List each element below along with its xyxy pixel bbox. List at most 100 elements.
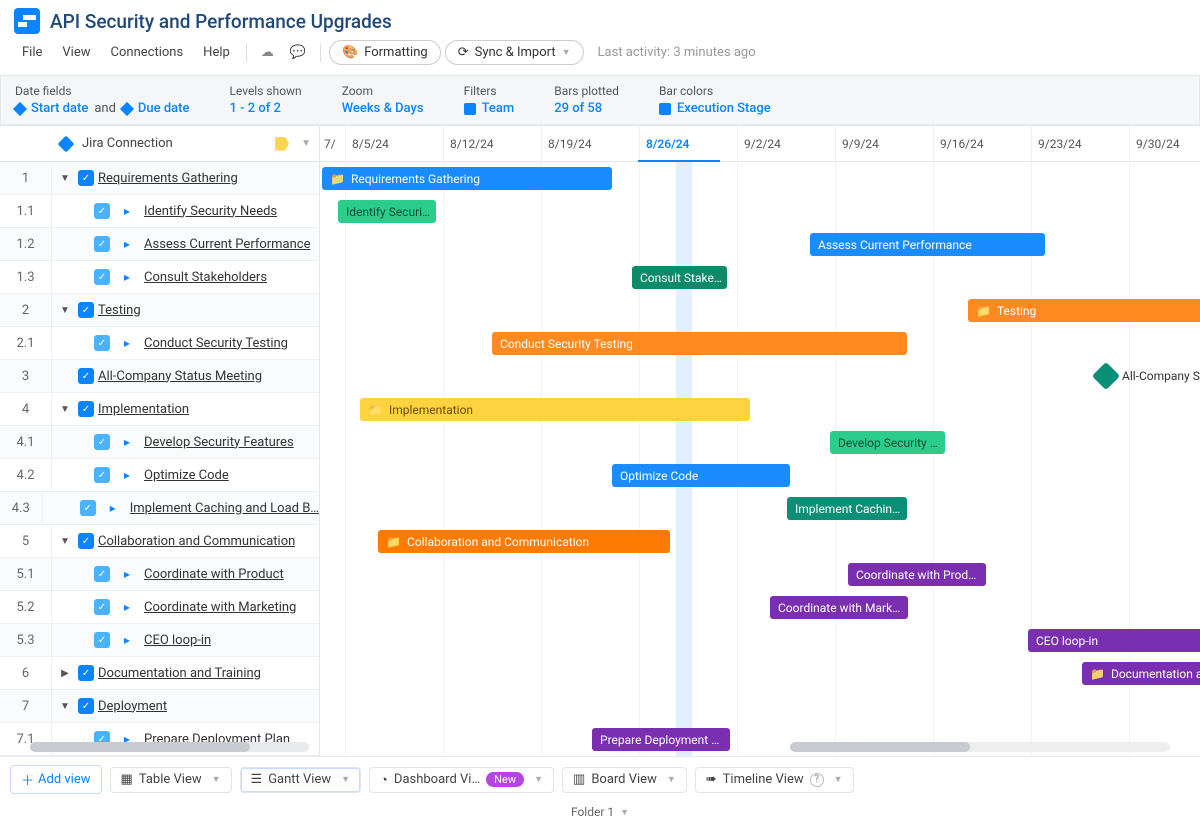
app-logo[interactable] [14, 8, 40, 34]
view-tab-dashboard-vi-[interactable]: ◔Dashboard Vi…New▼ [369, 767, 554, 793]
task-label[interactable]: Optimize Code [144, 468, 229, 483]
task-label[interactable]: Consult Stakeholders [144, 270, 267, 285]
menu-connections[interactable]: Connections [103, 41, 192, 64]
gantt-bar[interactable]: Conduct Security Testing [492, 332, 907, 355]
gantt-bar[interactable]: Assess Current Performance [810, 233, 1045, 256]
task-row[interactable]: 7▼✓Deployment [0, 690, 319, 723]
menu-view[interactable]: View [54, 41, 98, 64]
checkbox-icon[interactable]: ✓ [78, 302, 94, 318]
checkbox-icon[interactable]: ✓ [78, 698, 94, 714]
task-row[interactable]: 1.1✓▸Identify Security Needs [0, 195, 319, 228]
chevron-down-icon[interactable]: ▼ [212, 774, 221, 785]
chevron-down-icon[interactable]: ▼ [834, 774, 843, 785]
checkbox-icon[interactable]: ✓ [78, 170, 94, 186]
task-label[interactable]: Documentation and Training [98, 666, 261, 681]
task-label[interactable]: Assess Current Performance [144, 237, 311, 252]
checkbox-icon[interactable]: ✓ [94, 467, 110, 483]
task-label[interactable]: Coordinate with Marketing [144, 600, 296, 615]
checkbox-icon[interactable]: ✓ [94, 236, 110, 252]
chevron-down-icon[interactable]: ▼ [667, 774, 676, 785]
date-fields-value[interactable]: Start date and Due date [15, 101, 189, 116]
checkbox-icon[interactable]: ✓ [94, 269, 110, 285]
checkbox-icon[interactable]: ✓ [80, 500, 96, 516]
checkbox-icon[interactable]: ✓ [94, 335, 110, 351]
task-label[interactable]: Testing [98, 303, 141, 318]
gantt-bar[interactable]: Develop Security … [830, 431, 945, 454]
gantt-bar[interactable]: CEO loop-in [1028, 629, 1200, 652]
view-tab-board-view[interactable]: ▥Board View▼ [562, 767, 687, 793]
expand-caret[interactable]: ▼ [52, 536, 78, 547]
checkbox-icon[interactable]: ✓ [94, 632, 110, 648]
add-view-button[interactable]: ＋ Add view [10, 765, 102, 794]
gantt-bar[interactable]: Implement Cachin… [787, 497, 907, 520]
expand-caret[interactable]: ▶ [52, 668, 78, 679]
bars-value[interactable]: 29 of 58 [554, 101, 619, 116]
gantt-bar[interactable]: Consult Stake… [632, 266, 727, 289]
scrollbar-thumb[interactable] [30, 742, 250, 752]
task-label[interactable]: Deployment [98, 699, 167, 714]
chevron-down-icon[interactable]: ▼ [620, 807, 629, 818]
task-label[interactable]: Identify Security Needs [144, 204, 277, 219]
checkbox-icon[interactable]: ✓ [78, 368, 94, 384]
sync-import-button[interactable]: ⟳Sync & Import ▼ [445, 40, 584, 65]
checkbox-icon[interactable]: ✓ [78, 533, 94, 549]
task-row[interactable]: 4.1✓▸Develop Security Features [0, 426, 319, 459]
task-label[interactable]: Collaboration and Communication [98, 534, 295, 549]
cloud-icon[interactable]: ☁ [255, 41, 280, 64]
levels-value[interactable]: 1 - 2 of 2 [229, 101, 301, 116]
chevron-down-icon[interactable]: ▼ [341, 774, 350, 785]
filters-value[interactable]: Team [464, 101, 515, 116]
task-row[interactable]: 5.1✓▸Coordinate with Product [0, 558, 319, 591]
help-icon[interactable]: ? [810, 773, 824, 787]
checkbox-icon[interactable]: ✓ [78, 665, 94, 681]
task-row[interactable]: 4▼✓Implementation [0, 393, 319, 426]
task-row[interactable]: 5.3✓▸CEO loop-in [0, 624, 319, 657]
view-tab-gantt-view[interactable]: ☰Gantt View▼ [240, 767, 362, 793]
gantt-bar[interactable]: Coordinate with Prod… [848, 563, 986, 586]
gantt-bar[interactable]: Coordinate with Mark… [770, 596, 908, 619]
task-row[interactable]: 3✓All-Company Status Meeting [0, 360, 319, 393]
task-row[interactable]: 4.3✓▸Implement Caching and Load B… [0, 492, 319, 525]
task-row[interactable]: 2.1✓▸Conduct Security Testing [0, 327, 319, 360]
gantt-bar[interactable]: 📁Testing [968, 299, 1200, 322]
menu-file[interactable]: File [14, 41, 50, 64]
milestone-diamond[interactable] [1092, 362, 1120, 390]
breadcrumb[interactable]: Folder 1 [571, 805, 614, 819]
comment-icon[interactable]: 💬 [284, 41, 312, 64]
left-scrollbar[interactable] [30, 742, 309, 752]
task-label[interactable]: Requirements Gathering [98, 171, 238, 186]
gantt-bar[interactable]: 📁Documentation a [1082, 662, 1200, 685]
gantt-bar[interactable]: 📁Implementation [360, 398, 750, 421]
gantt-bar[interactable]: Identify Securi… [338, 200, 436, 223]
task-label[interactable]: CEO loop-in [144, 633, 211, 648]
gantt-bar[interactable]: 📁Collaboration and Communication [378, 530, 670, 553]
view-tab-timeline-view[interactable]: ➠Timeline View?▼ [695, 767, 854, 793]
checkbox-icon[interactable]: ✓ [94, 203, 110, 219]
checkbox-icon[interactable]: ✓ [94, 434, 110, 450]
expand-caret[interactable]: ▼ [52, 173, 78, 184]
task-label[interactable]: Coordinate with Product [144, 567, 284, 582]
task-row[interactable]: 5▼✓Collaboration and Communication [0, 525, 319, 558]
task-label[interactable]: All-Company Status Meeting [98, 369, 262, 384]
task-row[interactable]: 1.2✓▸Assess Current Performance [0, 228, 319, 261]
menu-help[interactable]: Help [195, 41, 238, 64]
task-label[interactable]: Develop Security Features [144, 435, 294, 450]
expand-caret[interactable]: ▼ [52, 701, 78, 712]
task-row[interactable]: 1▼✓Requirements Gathering [0, 162, 319, 195]
gantt-bar[interactable]: 📁Requirements Gathering [322, 167, 612, 190]
expand-caret[interactable]: ▼ [52, 404, 78, 415]
task-label[interactable]: Implementation [98, 402, 189, 417]
formatting-button[interactable]: 🎨Formatting [329, 40, 441, 65]
task-row[interactable]: 6▶✓Documentation and Training [0, 657, 319, 690]
task-label[interactable]: Implement Caching and Load B… [130, 501, 319, 516]
checkbox-icon[interactable]: ✓ [78, 401, 94, 417]
chevron-down-icon[interactable]: ▼ [301, 138, 311, 149]
task-row[interactable]: 4.2✓▸Optimize Code [0, 459, 319, 492]
chevron-down-icon[interactable]: ▼ [534, 774, 543, 785]
view-tab-table-view[interactable]: ▦Table View▼ [110, 767, 232, 793]
expand-caret[interactable]: ▼ [52, 305, 78, 316]
task-row[interactable]: 5.2✓▸Coordinate with Marketing [0, 591, 319, 624]
checkbox-icon[interactable]: ✓ [94, 566, 110, 582]
task-row[interactable]: 1.3✓▸Consult Stakeholders [0, 261, 319, 294]
barcolors-value[interactable]: Execution Stage [659, 101, 771, 116]
